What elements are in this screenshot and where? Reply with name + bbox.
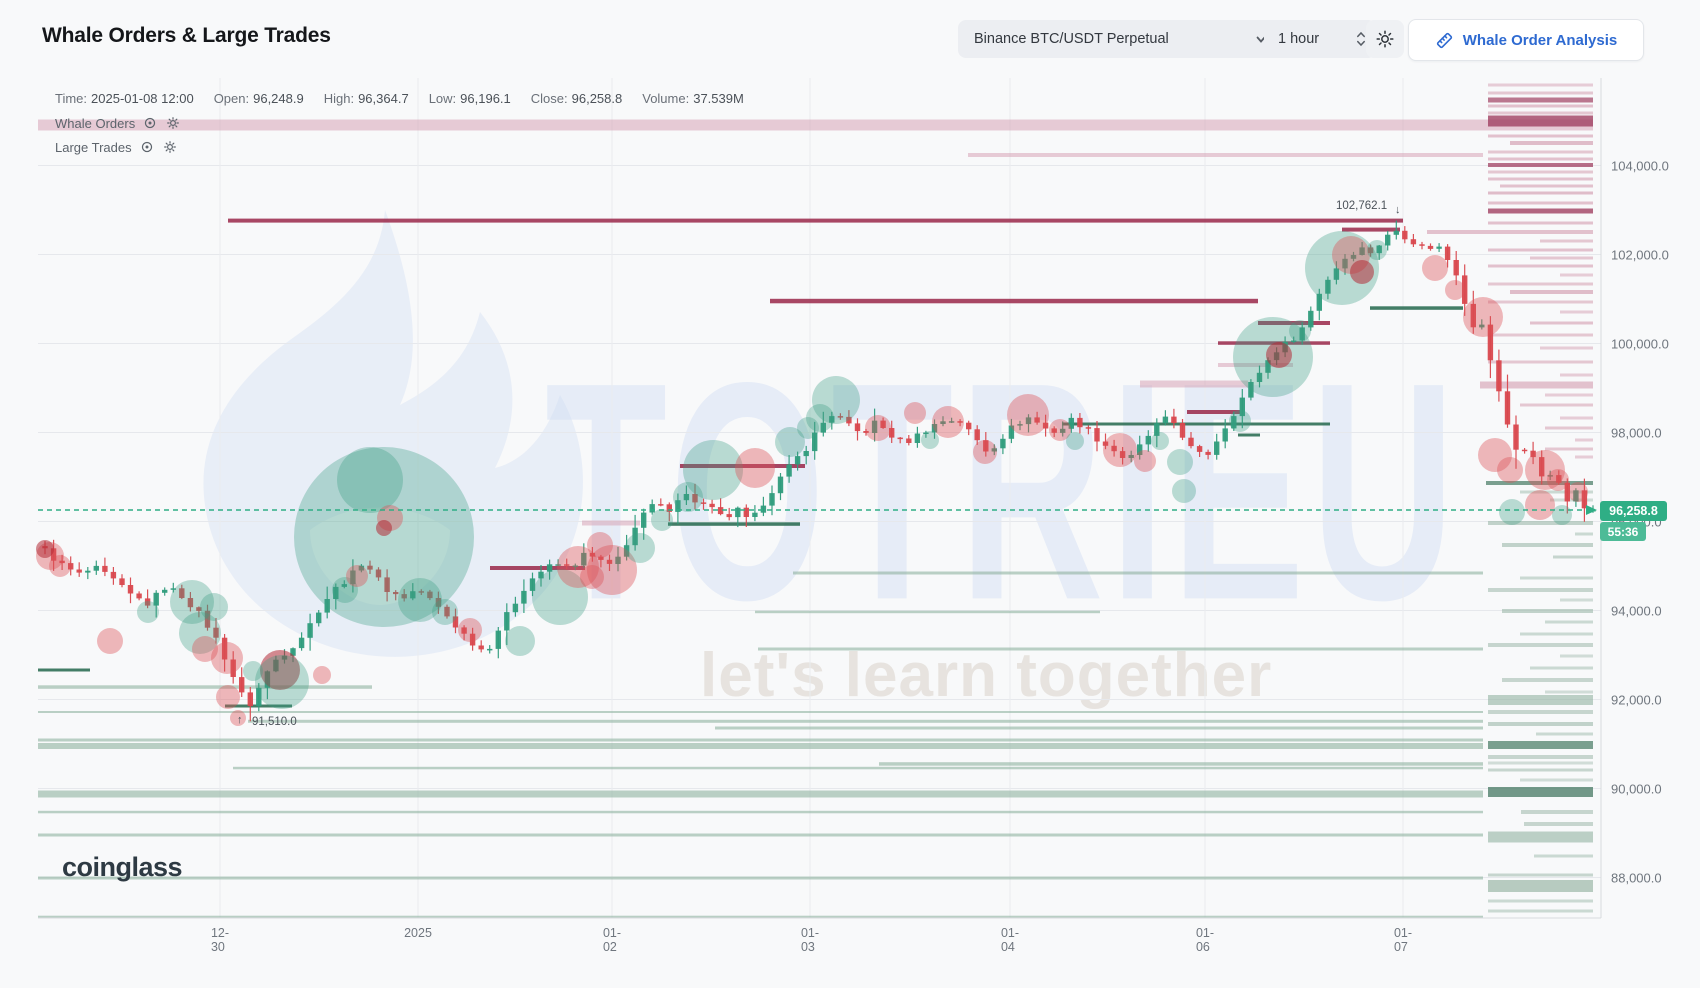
time-axis-label: 01-07 (1393, 926, 1413, 954)
current-price-line (38, 505, 1597, 515)
legend-large-trades: Large Trades (55, 139, 178, 155)
whale-order-analysis-button[interactable]: Whale Order Analysis (1408, 19, 1644, 61)
whale-line-price-annotation: 102,762.1 (1336, 200, 1388, 212)
time-axis-label: 01-06 (1195, 926, 1215, 954)
price-axis-label: 88,000.0 (1611, 870, 1662, 886)
ohlc-info-bar: Time: 2025-01-08 12:00 Open: 96,248.9 High… (55, 91, 744, 106)
eye-icon[interactable] (139, 139, 155, 155)
current-price-badge: 96,258.8 (1600, 501, 1667, 521)
price-axis-label: 98,000.0 (1611, 425, 1662, 441)
annotation-arrow-icon: ↑ (237, 714, 243, 726)
stepper-chevrons-icon (1357, 31, 1365, 47)
time-axis-label: 01-04 (1000, 926, 1020, 954)
countdown-badge: 55:36 (1600, 522, 1646, 541)
price-axis-label: 92,000.0 (1611, 692, 1662, 708)
legend-whale-orders: Whale Orders (55, 115, 181, 131)
info-time: Time: 2025-01-08 12:00 (55, 91, 194, 106)
price-axis-label: 90,000.0 (1611, 781, 1662, 797)
eye-icon[interactable] (142, 115, 158, 131)
ruler-icon (1436, 32, 1452, 48)
info-close: Close: 96,258.8 (530, 91, 623, 106)
page-title: Whale Orders & Large Trades (42, 24, 331, 47)
legend-large-trades-label: Large Trades (55, 139, 132, 155)
info-volume: Volume: 37.539M (642, 91, 744, 106)
info-open: Open: 96,248.9 (213, 91, 304, 106)
whale-order-lines (38, 119, 1593, 919)
info-high: High: 96,364.7 (323, 91, 409, 106)
whale-line-price-annotation: 91,510.0 (252, 716, 297, 728)
interval-value: 1 hour (1278, 31, 1320, 47)
time-axis-label: 01-03 (800, 926, 820, 954)
coinglass-logo: coinglass (62, 852, 183, 882)
gear-icon[interactable] (165, 115, 181, 131)
legend-whale-orders-label: Whale Orders (55, 115, 136, 131)
time-axis-label: 01-02 (602, 926, 622, 954)
depth-bars (1427, 83, 1593, 913)
annotation-arrow-icon: ↓ (1395, 204, 1401, 216)
symbol-dropdown-value: Binance BTC/USDT Perpetual (974, 31, 1169, 47)
large-trade-bubbles (36, 231, 1588, 726)
symbol-dropdown[interactable]: Binance BTC/USDT Perpetual (958, 20, 1280, 58)
price-axis-label: 104,000.0 (1611, 158, 1669, 174)
whale-order-analysis-label: Whale Order Analysis (1462, 31, 1618, 49)
chevron-down-icon (1256, 36, 1266, 43)
time-axis-label: 2025 (404, 926, 432, 940)
price-axis-label: 102,000.0 (1611, 247, 1669, 263)
gear-icon (1376, 30, 1394, 48)
info-low: Low: 96,196.1 (428, 91, 511, 106)
gear-icon[interactable] (162, 139, 178, 155)
time-axis-label: 12-30 (210, 926, 230, 954)
slogan-watermark-text: let's learn together (700, 641, 1273, 710)
totrieu-watermark-text: TOTRIEU (545, 319, 1462, 666)
price-axis-label: 100,000.0 (1611, 336, 1669, 352)
price-axis-label: 94,000.0 (1611, 603, 1662, 619)
flame-watermark-logo (203, 210, 583, 657)
settings-button[interactable] (1366, 20, 1404, 58)
candlesticks (42, 220, 1596, 722)
interval-stepper[interactable]: 1 hour (1264, 20, 1376, 58)
